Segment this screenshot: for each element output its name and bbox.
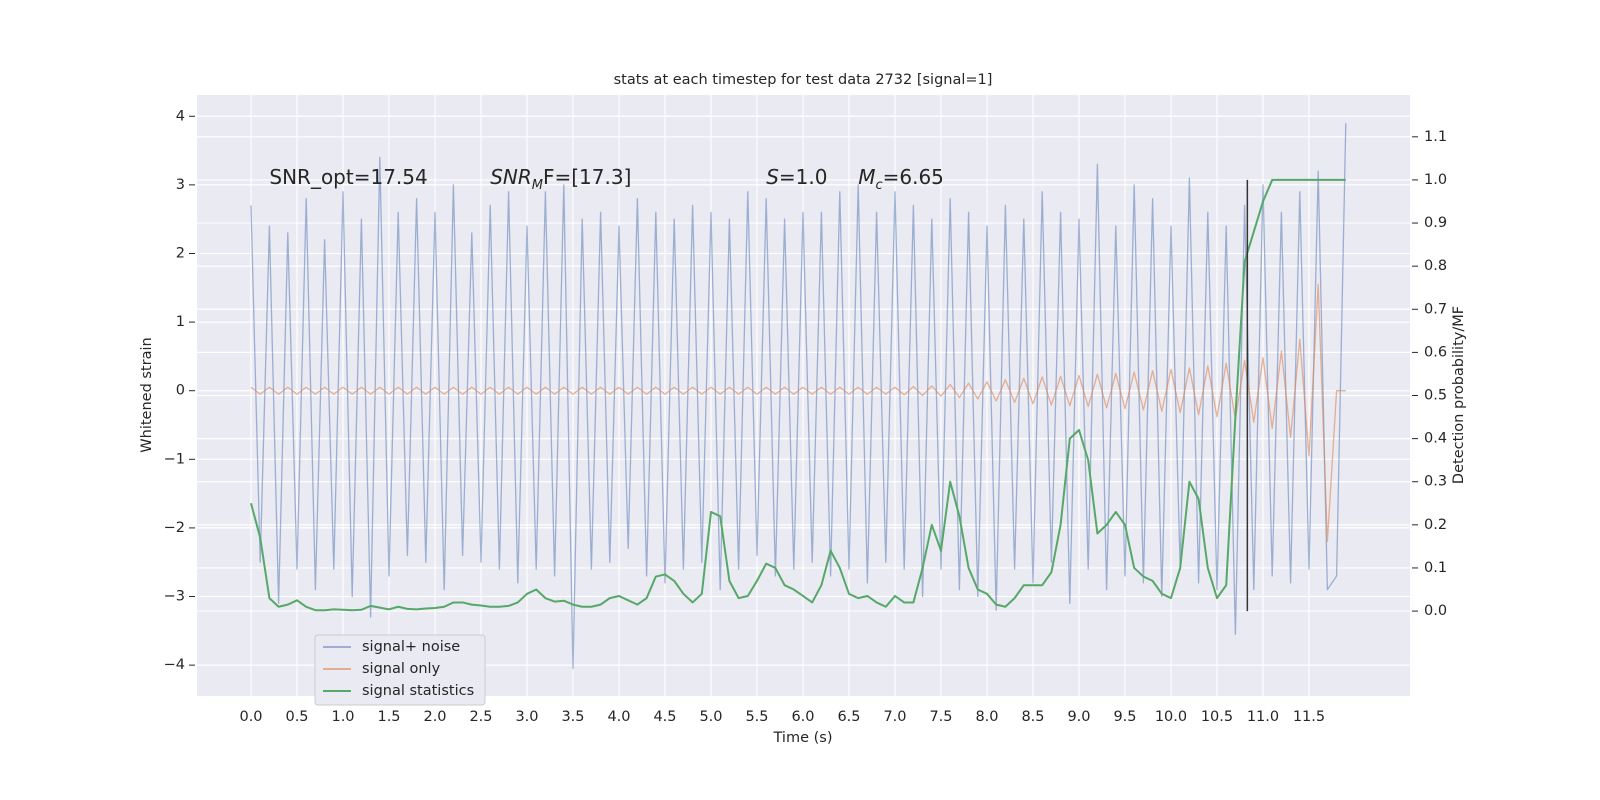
x-tick-label: 4.0 (607, 709, 630, 725)
x-tick-label: 10.5 (1201, 709, 1233, 725)
annotation-part: SNR_opt=17.54 (269, 165, 427, 189)
annotation: S=1.0 (766, 165, 827, 189)
x-tick-label: 1.0 (331, 709, 354, 725)
x-tick-label: 11.5 (1293, 709, 1325, 725)
x-tick-label: 9.5 (1113, 709, 1136, 725)
x-tick-label: 2.0 (423, 709, 446, 725)
y-tick-label: 4 (176, 108, 185, 124)
x-tick-label: 8.0 (975, 709, 998, 725)
x-tick-label: 7.0 (883, 709, 906, 725)
y2-tick-label: 0.7 (1424, 301, 1447, 317)
y-tick-label: 3 (176, 177, 185, 193)
annotation-part: M (858, 165, 875, 189)
x-tick-label: 5.5 (745, 709, 768, 725)
plot-layer (197, 95, 1410, 696)
y2-tick-label: 0.8 (1424, 258, 1447, 274)
y2-tick-label: 0.9 (1424, 215, 1447, 231)
legend-label: signal only (362, 661, 441, 677)
x-axis-label: Time (s) (773, 730, 833, 746)
annotation: Mc=6.65 (858, 165, 944, 194)
x-tick-label: 1.5 (377, 709, 400, 725)
y2-axis-label: Detection probability/MF (1451, 306, 1467, 484)
annotation-part: =6.65 (883, 165, 944, 189)
chart-title: stats at each timestep for test data 273… (614, 72, 993, 88)
y2-tick-label: 0.2 (1424, 517, 1447, 533)
legend-label: signal+ noise (362, 639, 460, 655)
y-tick-label: −4 (164, 657, 185, 673)
y2-tick-label: 0.3 (1424, 474, 1447, 490)
y2-tick-label: 1.1 (1424, 129, 1447, 145)
x-tick-label: 11.0 (1247, 709, 1279, 725)
x-tick-label: 7.5 (929, 709, 952, 725)
y2-tick-label: 1.0 (1424, 172, 1447, 188)
annotation-part: =1.0 (779, 165, 828, 189)
annotation: SNR_opt=17.54 (269, 165, 427, 189)
x-tick-label: 2.5 (469, 709, 492, 725)
x-tick-label: 6.5 (837, 709, 860, 725)
x-tick-label: 3.0 (515, 709, 538, 725)
y2-tick-label: 0.0 (1424, 603, 1447, 619)
legend-box (314, 634, 486, 706)
annotation-part: M (532, 178, 543, 193)
y-tick-label: −3 (164, 589, 185, 605)
x-tick-label: 4.5 (653, 709, 676, 725)
x-tick-label: 6.0 (791, 709, 814, 725)
x-tick-label: 3.5 (561, 709, 584, 725)
y2-tick-label: 0.6 (1424, 344, 1447, 360)
x-tick-label: 0.0 (239, 709, 262, 725)
y2-tick-label: 0.1 (1424, 560, 1447, 576)
y-tick-label: 1 (176, 314, 185, 330)
x-tick-label: 10.0 (1155, 709, 1187, 725)
x-tick-label: 8.5 (1021, 709, 1044, 725)
x-tick-label: 9.0 (1067, 709, 1090, 725)
annotation-part: SNR (490, 165, 532, 189)
y-tick-label: −2 (164, 520, 185, 536)
x-tick-label: 0.5 (285, 709, 308, 725)
series-line (250, 178, 1346, 612)
y2-tick-label: 0.4 (1424, 431, 1447, 447)
y-tick-label: 2 (176, 245, 185, 261)
series-line (250, 283, 1346, 543)
y-axis-label: Whitened strain (139, 337, 155, 452)
y2-tick-label: 0.5 (1424, 388, 1447, 404)
legend-label: signal statistics (362, 683, 474, 699)
annotation: SNRMF=[17.3] (490, 165, 631, 194)
y-tick-label: 0 (176, 383, 185, 399)
x-tick-label: 5.0 (699, 709, 722, 725)
annotation-part: S (766, 165, 779, 189)
annotation-part: c (875, 178, 882, 193)
y-tick-label: −1 (164, 451, 185, 467)
annotation-part: F=[17.3] (543, 165, 631, 189)
